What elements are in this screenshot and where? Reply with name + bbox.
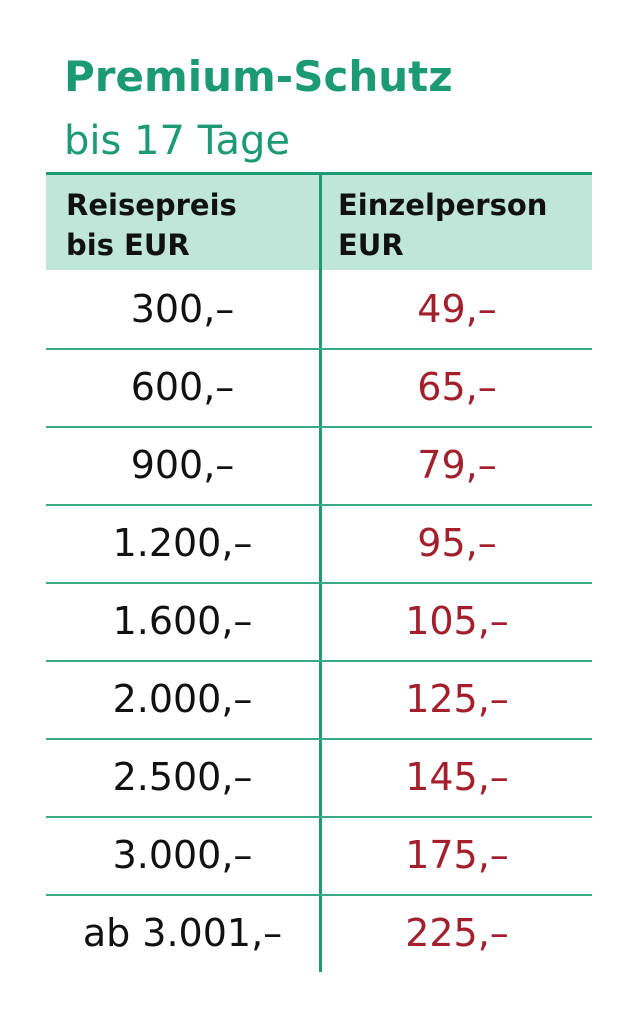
table-row: 2.500,– 145,–	[46, 738, 592, 816]
row-separator	[46, 816, 592, 818]
price-cell: 65,–	[417, 365, 497, 409]
price-cell: 95,–	[417, 521, 497, 565]
table-row: ab 3.001,– 225,–	[46, 894, 592, 972]
title: Premium-Schutz	[64, 52, 453, 101]
travel-price-cell: 1.200,–	[112, 521, 253, 565]
table-row: 3.000,– 175,–	[46, 816, 592, 894]
header-line: Reisepreis	[66, 188, 237, 222]
price-cell: 225,–	[405, 911, 509, 955]
travel-price-cell: 3.000,–	[112, 833, 253, 877]
column-header: Einzelperson EUR	[338, 185, 547, 265]
row-separator	[46, 738, 592, 740]
price-table: Reisepreis bis EUR Einzelperson EUR 300,– 49…	[46, 172, 592, 972]
table-row: 1.600,– 105,–	[46, 582, 592, 660]
table-row: 900,– 79,–	[46, 426, 592, 504]
table-row: 300,– 49,–	[46, 270, 592, 348]
travel-price-cell: 1.600,–	[112, 599, 253, 643]
row-separator	[46, 504, 592, 506]
row-separator	[46, 426, 592, 428]
header-line: bis EUR	[66, 228, 190, 262]
price-cell: 125,–	[405, 677, 509, 721]
table-row: 600,– 65,–	[46, 348, 592, 426]
subtitle: bis 17 Tage	[64, 118, 290, 164]
row-separator	[46, 582, 592, 584]
travel-price-cell: 900,–	[130, 443, 235, 487]
price-cell: 175,–	[405, 833, 509, 877]
row-separator	[46, 348, 592, 350]
table-row: 1.200,– 95,–	[46, 504, 592, 582]
travel-price-cell: ab 3.001,–	[82, 911, 283, 955]
travel-price-cell: 2.500,–	[112, 755, 253, 799]
price-cell: 105,–	[405, 599, 509, 643]
price-cell: 49,–	[417, 287, 497, 331]
column-divider	[319, 172, 322, 972]
travel-price-cell: 300,–	[130, 287, 235, 331]
row-separator	[46, 894, 592, 896]
table-row: 2.000,– 125,–	[46, 660, 592, 738]
header-line: Einzelperson	[338, 188, 548, 222]
travel-price-cell: 2.000,–	[112, 677, 253, 721]
price-cell: 79,–	[417, 443, 497, 487]
travel-price-cell: 600,–	[130, 365, 235, 409]
price-cell: 145,–	[405, 755, 509, 799]
row-separator	[46, 660, 592, 662]
column-header: Reisepreis bis EUR	[66, 185, 237, 265]
header-line: EUR	[338, 228, 404, 262]
